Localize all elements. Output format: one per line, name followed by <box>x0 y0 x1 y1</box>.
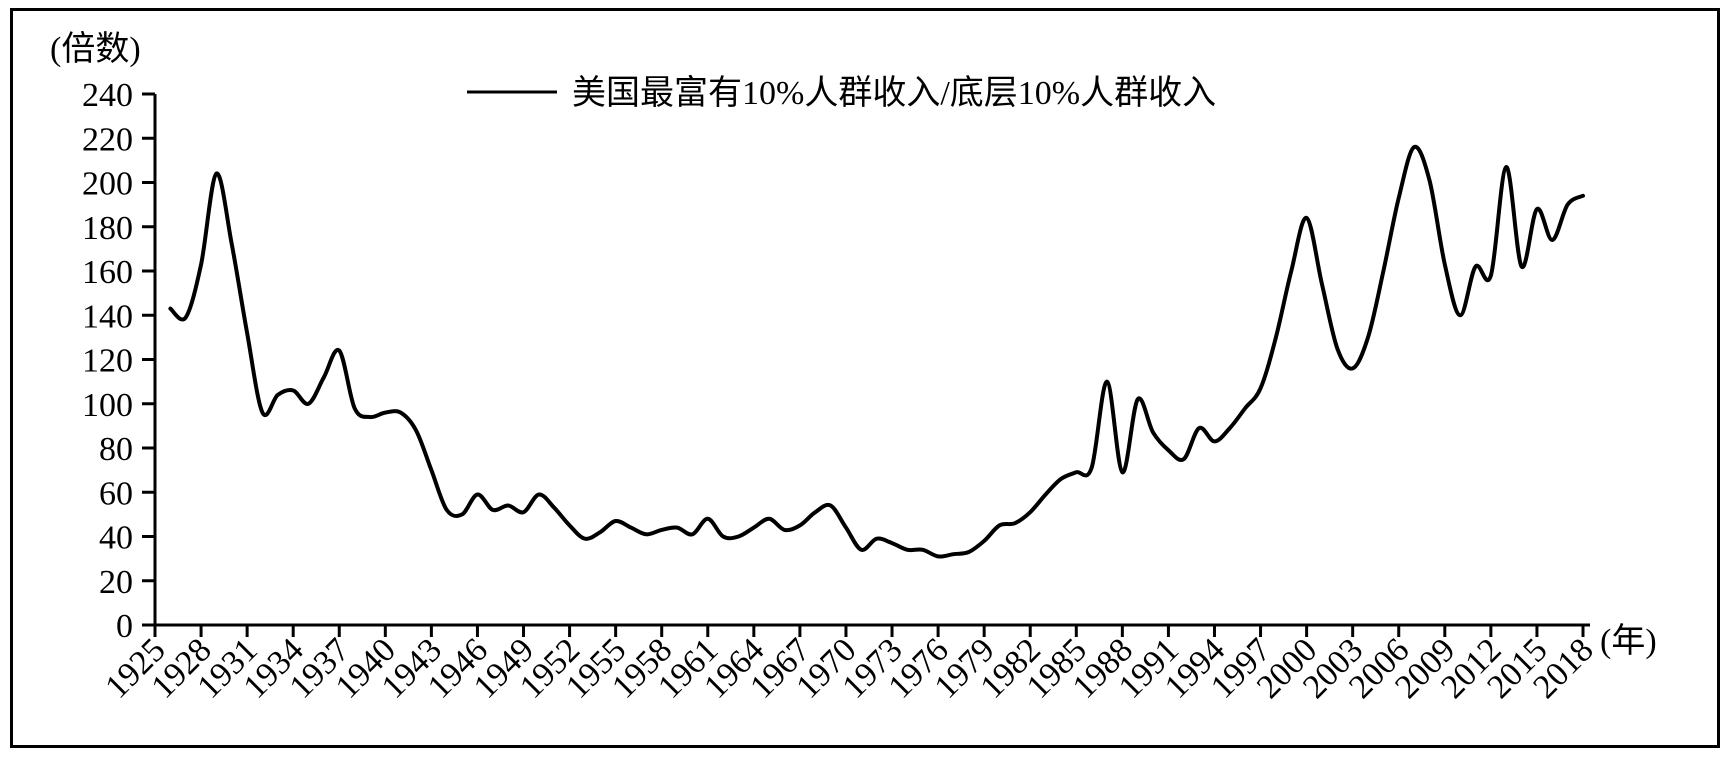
y-tick-label: 100 <box>82 387 133 424</box>
y-tick-label: 0 <box>116 608 133 645</box>
y-tick-label: 220 <box>82 121 133 158</box>
y-tick-label: 20 <box>99 564 133 601</box>
x-axis-unit-label: (年) <box>1600 622 1657 660</box>
income-ratio-line <box>168 144 1585 559</box>
y-tick-label: 180 <box>82 210 133 247</box>
y-tick-label: 140 <box>82 298 133 335</box>
y-tick-label: 40 <box>99 520 133 557</box>
y-tick-label: 80 <box>99 431 133 468</box>
y-tick-label: 120 <box>82 343 133 380</box>
y-axis-unit-label: (倍数) <box>50 30 141 68</box>
y-tick-label: 160 <box>82 254 133 291</box>
legend-label: 美国最富有10%人群收入/底层10%人群收入 <box>572 74 1216 112</box>
y-tick-label: 60 <box>99 475 133 512</box>
y-tick-label: 240 <box>82 77 133 114</box>
y-tick-label: 200 <box>82 166 133 203</box>
